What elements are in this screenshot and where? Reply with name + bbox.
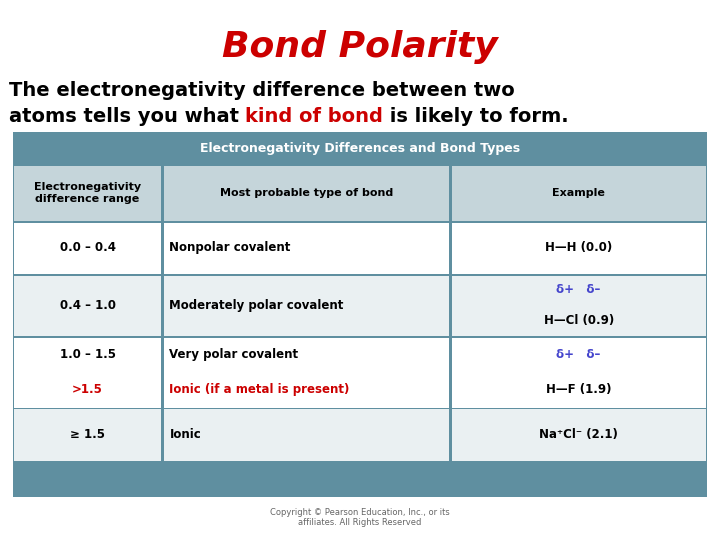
Bar [163,166,449,221]
Text: kind of bond: kind of bond [246,107,383,126]
Bar [14,223,161,274]
Bar [14,276,161,336]
Bar [14,166,161,221]
Text: Example: Example [552,188,605,198]
Text: atoms tells you what: atoms tells you what [9,107,246,126]
Text: 1.0 – 1.5: 1.0 – 1.5 [60,348,116,361]
Text: H—H (0.0): H—H (0.0) [545,241,612,254]
Text: ≥ 1.5: ≥ 1.5 [70,428,105,441]
Text: The electronegativity difference between two: The electronegativity difference between… [9,81,514,100]
Text: Na⁺Cl⁻ (2.1): Na⁺Cl⁻ (2.1) [539,428,618,441]
Text: δ+   δ–: δ+ δ– [557,284,600,296]
Bar [451,409,706,461]
Bar [163,338,449,408]
Text: >1.5: >1.5 [72,383,103,396]
Text: H—Cl (0.9): H—Cl (0.9) [544,314,613,327]
Bar [13,132,707,497]
Text: Nonpolar covalent: Nonpolar covalent [169,241,291,254]
Bar [163,409,449,461]
Text: Copyright © Pearson Education, Inc., or its
affiliates. All Rights Reserved: Copyright © Pearson Education, Inc., or … [270,508,450,527]
Bar [14,409,161,461]
Bar [163,276,449,336]
Text: Electronegativity
difference range: Electronegativity difference range [34,182,141,204]
Text: Most probable type of bond: Most probable type of bond [220,188,393,198]
Text: δ+   δ–: δ+ δ– [557,348,600,361]
Bar [451,276,706,336]
Text: Ionic: Ionic [169,428,201,441]
Text: is likely to form.: is likely to form. [383,107,569,126]
Bar [451,338,706,408]
Text: Very polar covalent: Very polar covalent [169,348,299,361]
Text: Electronegativity Differences and Bond Types: Electronegativity Differences and Bond T… [200,142,520,155]
Text: H—F (1.9): H—F (1.9) [546,383,611,396]
Bar [451,223,706,274]
Bar [163,223,449,274]
Text: Bond Polarity: Bond Polarity [222,30,498,64]
Bar [451,166,706,221]
Text: Moderately polar covalent: Moderately polar covalent [169,299,343,312]
Text: Ionic (if a metal is present): Ionic (if a metal is present) [169,383,350,396]
Text: 0.0 – 0.4: 0.0 – 0.4 [60,241,116,254]
Bar [14,338,161,408]
Text: 0.4 – 1.0: 0.4 – 1.0 [60,299,116,312]
Bar [13,132,707,165]
